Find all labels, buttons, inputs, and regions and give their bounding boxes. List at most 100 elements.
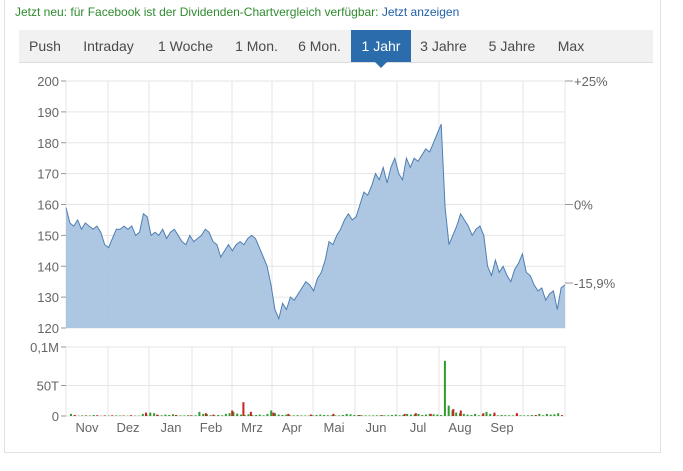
volume-bar-down (231, 410, 234, 416)
volume-bar-up (247, 414, 250, 416)
month-tick-label: Sep (490, 420, 513, 435)
volume-bar-up (413, 414, 416, 416)
volume-bar-up (474, 413, 477, 416)
volume-bar-up (375, 415, 378, 416)
volume-bar-down (429, 413, 432, 416)
tab-intraday[interactable]: Intraday (83, 38, 134, 54)
volume-bar-up (425, 414, 427, 416)
volume-bar-up (70, 413, 72, 416)
volume-bar-up (206, 414, 208, 416)
volume-bar-up (383, 415, 386, 416)
volume-bar-up (368, 415, 371, 416)
volume-bar-up (387, 415, 390, 416)
tab-push[interactable]: Push (29, 38, 61, 54)
volume-bar-up (153, 413, 156, 416)
volume-bar-up (432, 414, 435, 416)
volume-bar-up (553, 414, 556, 416)
tab-max[interactable]: Max (557, 38, 585, 54)
volume-bar-up (187, 415, 190, 416)
volume-bar-up (489, 413, 492, 416)
show-now-link[interactable]: Jetzt anzeigen (381, 5, 460, 19)
volume-bar-up (538, 413, 541, 416)
price-line (65, 124, 566, 321)
volume-bar-up (477, 415, 480, 416)
volume-bar-up (194, 415, 197, 416)
volume-bar-down (156, 414, 159, 416)
volume-bar-up (315, 415, 318, 416)
volume-tick-label: 0 (52, 409, 59, 424)
volume-bar-up (258, 414, 261, 416)
volume-bar-down (249, 411, 252, 416)
volume-tick-label: 50T (37, 379, 59, 394)
tab-1-jahr[interactable]: 1 Jahr (351, 30, 411, 68)
volume-bar-down (145, 412, 147, 416)
volume-bar-up (372, 415, 375, 416)
month-tick-label: Dez (116, 420, 139, 435)
volume-bar-down (516, 413, 518, 416)
tab-1-mon[interactable]: 1 Mon. (235, 38, 278, 54)
volume-bar-up (462, 413, 465, 416)
volume-bar-up (228, 413, 231, 416)
volume-bar-down (534, 415, 537, 416)
volume-bar-up (179, 415, 182, 416)
volume-bar-down (452, 409, 455, 416)
volume-bar-up (311, 415, 314, 416)
volume-bar-up (304, 415, 307, 416)
tab-1-woche[interactable]: 1 Woche (158, 38, 213, 54)
volume-bar-down (174, 415, 177, 416)
month-tick-label: Mrz (241, 420, 263, 435)
price-tick-label: 120 (37, 321, 59, 336)
volume-bar-up (160, 415, 163, 416)
volume-bar-up (455, 412, 458, 416)
volume-bar-up (440, 415, 443, 416)
volume-bar-down (242, 402, 245, 416)
percent-tick-labels: +25% 0% -15,9% (565, 74, 616, 291)
month-tick-label: Jun (366, 420, 387, 435)
price-tick-label: 200 (37, 74, 59, 89)
volume-bar-up (545, 413, 548, 416)
volume-bar-up (353, 415, 356, 416)
volume-bar-down (493, 412, 496, 416)
month-tick-labels: Nov Dez Jan Feb Mrz Apr Mai Jun Jul Aug Sep (75, 420, 513, 435)
volume-bar-up (470, 415, 473, 416)
price-tick-label: 170 (37, 167, 59, 182)
volume-bar-up (141, 413, 144, 416)
volume-bar-up (345, 413, 348, 416)
volume-bars (70, 360, 563, 416)
volume-bar-up (357, 415, 359, 416)
volume-bar-up (443, 360, 446, 416)
volume-bar-down (332, 413, 335, 416)
volume-bar-up (115, 415, 118, 416)
volume-bar-up (530, 415, 533, 416)
volume-bar-up (326, 415, 329, 416)
volume-bar-down (381, 415, 384, 416)
volume-bar-up (338, 415, 341, 416)
volume-bar-up (447, 405, 450, 416)
volume-bar-up (119, 415, 122, 416)
volume-bar-up (421, 415, 424, 416)
volume-bar-up (323, 415, 326, 416)
tab-6-mon[interactable]: 6 Mon. (298, 38, 341, 54)
tab-3-jahre[interactable]: 3 Jahre (420, 38, 467, 54)
volume-bar-down (212, 414, 215, 416)
volume-bar-up (379, 415, 382, 416)
volume-bar-up (417, 413, 420, 416)
volume-bar-down (189, 415, 192, 416)
month-tick-label: Aug (448, 420, 471, 435)
volume-bar-up (334, 415, 337, 416)
volume-bar-down (122, 415, 125, 416)
price-tick-label: 150 (37, 228, 59, 243)
volume-bar-up (466, 414, 469, 416)
percent-tick-label: -15,9% (574, 276, 616, 291)
month-tick-label: Jan (161, 420, 182, 435)
volume-bar-down (130, 415, 132, 416)
volume-bar-up (402, 415, 405, 416)
volume-bar-down (103, 415, 106, 416)
tab-5-jahre[interactable]: 5 Jahre (488, 38, 536, 54)
volume-bar-up (240, 414, 242, 416)
volume-bar-up (289, 415, 292, 416)
volume-bar-up (406, 413, 409, 416)
volume-bar-down (73, 415, 76, 416)
month-tick-label: Nov (75, 420, 99, 435)
volume-bar-down (414, 413, 417, 416)
